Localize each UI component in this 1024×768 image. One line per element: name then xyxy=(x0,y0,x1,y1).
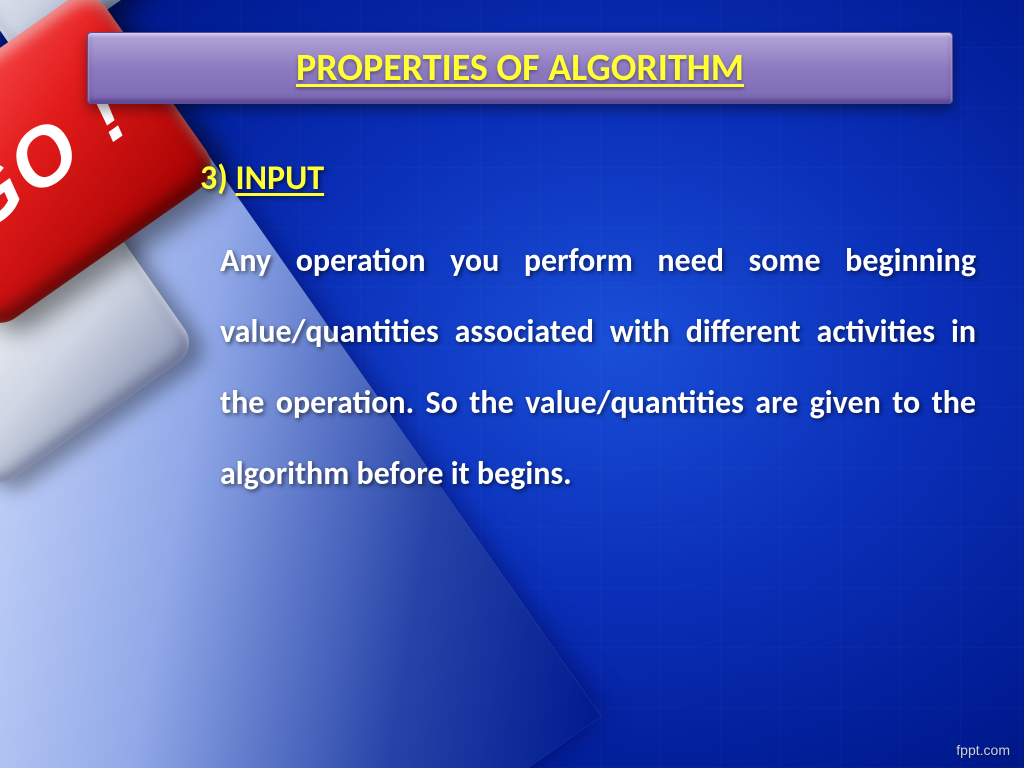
section-body-text: Any operation you perform need some begi… xyxy=(220,225,976,509)
section-label: INPUT xyxy=(236,158,325,199)
presentation-slide: GO ! PROPERTIES OF ALGORITHM 3) INPUT An… xyxy=(0,0,1024,768)
content-area: 3) INPUT Any operation you perform need … xyxy=(200,158,976,509)
slide-title: PROPERTIES OF ALGORITHM xyxy=(296,45,744,91)
title-bar: PROPERTIES OF ALGORITHM xyxy=(87,32,953,104)
section-number: 3) xyxy=(200,158,228,199)
watermark-text: fppt.com xyxy=(956,742,1010,758)
section-heading: 3) INPUT xyxy=(200,158,976,199)
